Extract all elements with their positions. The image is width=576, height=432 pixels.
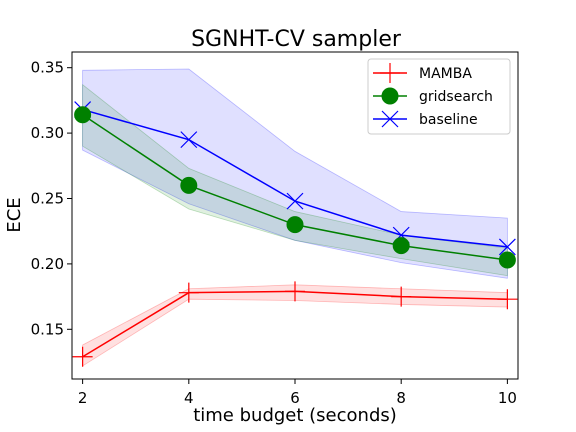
band-gridsearch — [82, 83, 508, 277]
x-tick-label: 4 — [184, 389, 194, 407]
point-baseline-6 — [286, 192, 304, 210]
point-MAMBA-10 — [497, 289, 518, 310]
y-tick-label: 0.25 — [31, 189, 64, 207]
point-MAMBA-6 — [285, 281, 305, 302]
legend: MAMBA gridsearch baseline — [367, 58, 511, 135]
point-MAMBA-4 — [178, 282, 199, 303]
legend-label-MAMBA: MAMBA — [419, 66, 472, 82]
x-tick-label: 10 — [498, 389, 517, 407]
x-axis-label: time budget (seconds) — [193, 405, 397, 426]
y-tick-label: 0.15 — [31, 320, 64, 338]
point-gridsearch-8 — [392, 237, 410, 255]
point-gridsearch-6 — [286, 216, 304, 234]
legend-marker-baseline — [381, 110, 399, 128]
bands-layer — [82, 68, 508, 367]
x-tick-label: 8 — [396, 389, 406, 407]
point-MAMBA-8 — [391, 286, 412, 307]
legend-box — [367, 58, 511, 135]
y-tick-label: 0.35 — [31, 59, 64, 77]
y-tick-label: 0.30 — [31, 124, 64, 142]
series-layer — [72, 101, 518, 367]
legend-label-gridsearch: gridsearch — [419, 89, 493, 105]
chart-title: SGNHT-CV sampler — [191, 27, 402, 52]
y-axis: 0.15 0.20 0.25 0.30 0.35 — [31, 59, 72, 338]
x-tick-label: 6 — [290, 389, 300, 407]
band-baseline — [82, 68, 508, 279]
y-tick-label: 0.20 — [31, 255, 64, 273]
legend-marker-MAMBA — [380, 63, 400, 83]
legend-label-baseline: baseline — [419, 112, 478, 128]
x-axis: 2 4 6 8 10 — [78, 379, 517, 407]
point-baseline-4 — [180, 131, 198, 149]
point-gridsearch-2 — [74, 106, 92, 124]
point-gridsearch-4 — [180, 176, 198, 194]
x-tick-label: 2 — [78, 389, 88, 407]
point-baseline-10 — [498, 238, 516, 256]
legend-marker-gridsearch — [381, 87, 399, 105]
point-gridsearch-10 — [498, 251, 516, 269]
point-MAMBA-2 — [72, 346, 93, 367]
y-axis-label: ECE — [4, 197, 25, 232]
